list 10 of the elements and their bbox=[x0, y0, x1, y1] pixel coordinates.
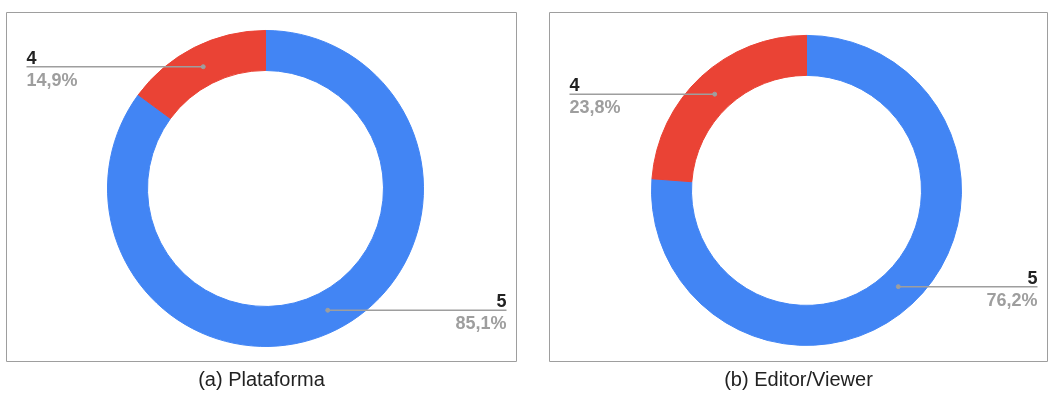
data-label: 76,2% bbox=[986, 289, 1038, 310]
data-label: 23,8% bbox=[569, 97, 621, 118]
data-label: 14,9% bbox=[26, 69, 78, 90]
text: (a) Plataforma bbox=[198, 367, 326, 390]
data-label: 85,1% bbox=[455, 313, 507, 334]
slice-label: 4 bbox=[569, 75, 580, 96]
slice-label: 5 bbox=[496, 291, 507, 312]
slice-label: 5 bbox=[1027, 267, 1038, 288]
text: (b) Editor/Viewer bbox=[724, 367, 874, 390]
slice-label: 4 bbox=[26, 47, 37, 68]
